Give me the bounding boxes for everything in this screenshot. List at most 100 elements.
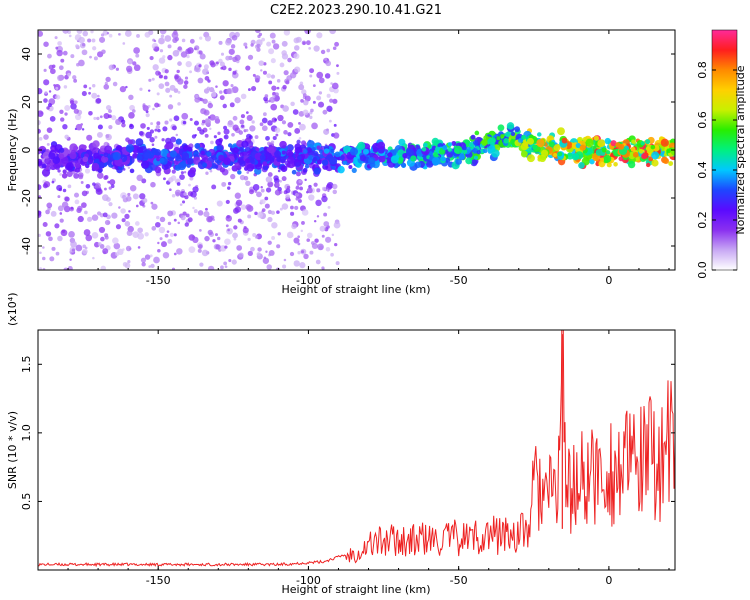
spectrogram-cell [604,137,611,145]
spectrogram-cell [557,151,563,157]
spectrogram-cell [167,238,173,244]
spectrogram-cell [231,86,239,94]
spectrogram-cell [67,72,71,77]
spectrogram-cell [183,170,187,174]
spectrogram-cell [92,84,96,88]
spectrogram-cell [248,189,255,195]
spectrogram-cell [151,203,158,210]
spectrogram-cell [318,149,323,154]
spectrogram-cell [225,88,232,95]
spectrogram-cell [239,152,244,157]
spectrogram-cell [256,191,262,198]
spectrogram-cell [254,189,258,193]
spectrogram-cell [222,80,229,87]
spectrogram-cell [183,84,188,89]
spectrogram-cell [231,34,238,41]
spectrogram-cell [91,162,100,171]
spectrogram-cell [59,109,64,114]
spectrogram-cell [70,103,77,110]
spectrogram-cell [302,109,309,116]
spectrogram-cell [216,200,223,207]
spectrogram-cell [175,192,180,197]
spectrogram-cell [59,218,64,223]
spectrogram-cell [133,64,141,72]
spectrogram-cell [82,144,87,150]
spectrogram-cell [254,30,261,34]
spectrogram-cell [579,144,586,151]
spectrogram-cell [233,225,238,230]
spectrogram-cell [164,69,169,74]
spectrogram-cell [526,137,535,145]
spectrogram-cell [107,180,110,184]
spectrogram-cell [204,35,212,42]
spectrogram-cell [49,256,55,262]
spectrogram-cell [89,55,92,59]
spectrogram-cell [367,156,376,165]
spectrogram-cell [119,86,127,93]
spectrogram-cell [233,237,237,241]
spectrogram-cell [81,128,85,131]
spectrogram-cell [197,244,203,249]
spectrogram-cell [627,160,636,169]
spectrogram-cell [175,155,182,162]
spectrogram-cell [329,98,334,103]
spectrogram-cell [125,245,132,252]
spectrogram-cell [127,59,132,65]
spectrogram-cell [103,113,110,119]
spectrogram-cell [571,153,580,161]
spectrogram-cell [176,248,183,255]
spectrogram-cell [38,88,43,95]
spectrogram-cell [410,155,417,162]
spectrogram-cell [141,178,147,184]
spectrogram-cell [245,180,251,186]
spectrogram-cell [151,143,155,147]
spectrogram-cell [342,160,347,165]
spectrogram-cell [298,121,301,125]
spectrogram-cell [104,187,107,191]
spectrogram-cell [169,94,173,98]
spectrogram-cell [423,142,428,148]
spectrogram-cell [274,150,282,158]
spectrogram-cell [593,135,599,141]
spectrogram-cell [294,205,299,210]
spectrogram-cell [301,89,307,95]
snr-panel: -150 -100 -50 0 0.5 1.0 1.5 Height of straigh… [6,293,676,596]
spectrogram-cell [171,31,179,39]
spectrogram-cell [264,196,269,201]
spectrogram-cell [128,94,134,101]
spectrogram-cell [163,75,168,80]
colorbar-tick-label: 0.2 [696,211,709,229]
spectrogram-cell [309,115,313,120]
spectrogram-cell [182,200,186,204]
spectrogram-cell [433,140,439,146]
spectrogram-cell [148,78,152,82]
spectrogram-cell [74,100,78,104]
spectrogram-cell [357,141,366,150]
spectrogram-cell [113,242,121,250]
spectrogram-cell [274,127,281,133]
spectrogram-cell [325,247,331,252]
spectrogram-cell [275,133,279,137]
spectrogram-cell [108,186,112,190]
spectrogram-cell [121,218,126,223]
spectrogram-cell [290,101,295,107]
spectrogram-cell [269,32,276,39]
spectrogram-cell [245,65,251,71]
spectrogram-cell [276,210,280,214]
spectrogram-cell [128,112,135,119]
spectrogram-cell [174,75,179,80]
spectrogram-cell [166,230,170,233]
spectrogram-cell [38,128,41,134]
spectrogram-cell [243,175,249,181]
spectrogram-cell [182,120,187,125]
spectrogram-cell [298,84,305,91]
spectrogram-cell [236,245,243,251]
spectrogram-cell [67,265,73,270]
spectrogram-cell [219,61,225,67]
spectrogram-cell [78,174,84,180]
spectrogram-cell [302,41,306,45]
spectrogram-cell [169,84,176,91]
spectrogram-cell [321,159,329,166]
spectrogram-cell [69,258,72,261]
spectrogram-cell [303,253,309,260]
